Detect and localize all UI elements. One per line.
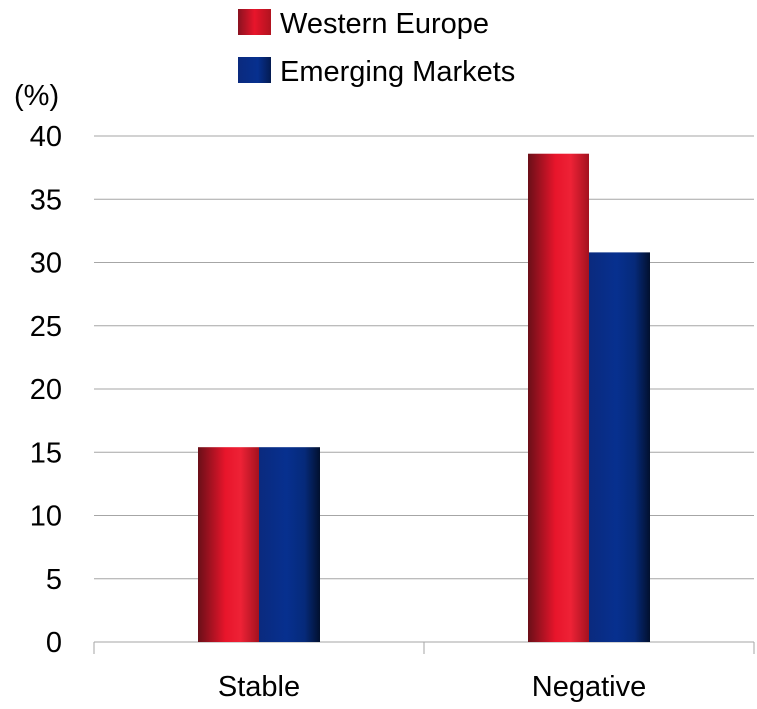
y-tick-label: 15 bbox=[30, 437, 62, 469]
y-axis-label: (%) bbox=[14, 80, 59, 112]
y-tick-label: 25 bbox=[30, 311, 62, 343]
y-tick-label: 20 bbox=[30, 374, 62, 406]
bar-western-europe-negative bbox=[528, 153, 589, 642]
bar-western-europe-stable bbox=[198, 447, 259, 642]
y-tick-label: 30 bbox=[30, 248, 62, 280]
bars bbox=[198, 153, 650, 642]
legend-swatch bbox=[238, 57, 271, 83]
axes bbox=[93, 641, 755, 654]
bar-emerging-markets-negative bbox=[589, 252, 650, 642]
legend-label: Emerging Markets bbox=[280, 56, 515, 88]
legend-swatch bbox=[238, 9, 271, 35]
y-tick-label: 10 bbox=[30, 501, 62, 533]
legend: Western Europe Emerging Markets bbox=[238, 8, 515, 88]
bar-emerging-markets-stable bbox=[259, 447, 320, 642]
x-tick-label: Stable bbox=[218, 671, 300, 703]
tick-labels: 0 5 10 15 20 25 30 35 40 Stable Negative bbox=[30, 121, 647, 703]
legend-label: Western Europe bbox=[280, 8, 489, 40]
x-tick-label: Negative bbox=[532, 671, 646, 703]
y-tick-label: 40 bbox=[30, 121, 62, 153]
y-tick-label: 5 bbox=[46, 564, 62, 596]
y-tick-label: 35 bbox=[30, 184, 62, 216]
y-tick-label: 0 bbox=[46, 627, 62, 659]
gridlines bbox=[94, 135, 754, 580]
